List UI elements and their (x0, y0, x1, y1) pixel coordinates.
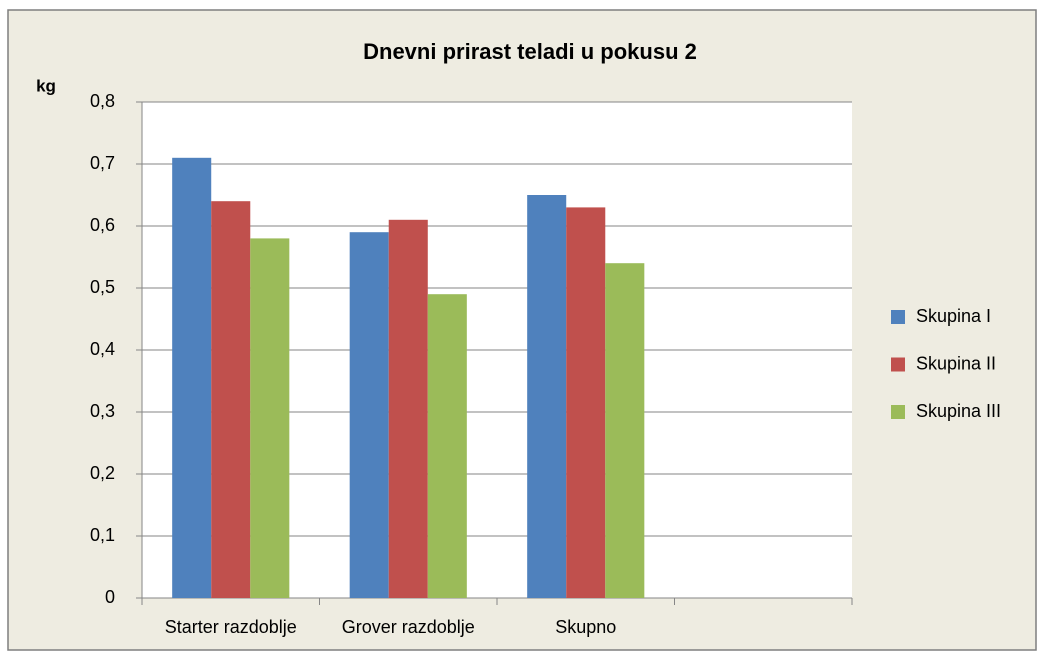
x-tick-label: Grover razdoblje (342, 617, 475, 637)
bar (250, 238, 290, 598)
bar (349, 232, 389, 598)
y-tick-label: 0,7 (90, 153, 115, 173)
y-tick-label: 0,2 (90, 463, 115, 483)
y-tick-label: 0 (105, 587, 115, 607)
chart-title: Dnevni prirast teladi u pokusu 2 (363, 39, 697, 64)
y-tick-label: 0,4 (90, 339, 115, 359)
bar (605, 263, 645, 598)
bar (172, 157, 212, 599)
legend-swatch (891, 357, 905, 372)
bar (211, 201, 251, 598)
y-tick-label: 0,3 (90, 401, 115, 421)
y-tick-label: 0,6 (90, 215, 115, 235)
y-axis-label: kg (36, 76, 56, 95)
legend-label: Skupina I (916, 306, 991, 326)
legend-swatch (891, 405, 905, 419)
bar (527, 195, 567, 598)
y-tick-label: 0,5 (90, 277, 115, 297)
bar (427, 294, 467, 598)
legend-label: Skupina II (916, 353, 996, 373)
x-tick-label: Starter razdoblje (165, 617, 297, 637)
bar (566, 207, 606, 598)
bar (388, 219, 428, 599)
legend-label: Skupina III (916, 401, 1001, 421)
y-tick-label: 0,8 (90, 91, 115, 111)
x-tick-label: Skupno (555, 617, 616, 637)
y-tick-label: 0,1 (90, 525, 115, 545)
legend-swatch (891, 310, 905, 324)
